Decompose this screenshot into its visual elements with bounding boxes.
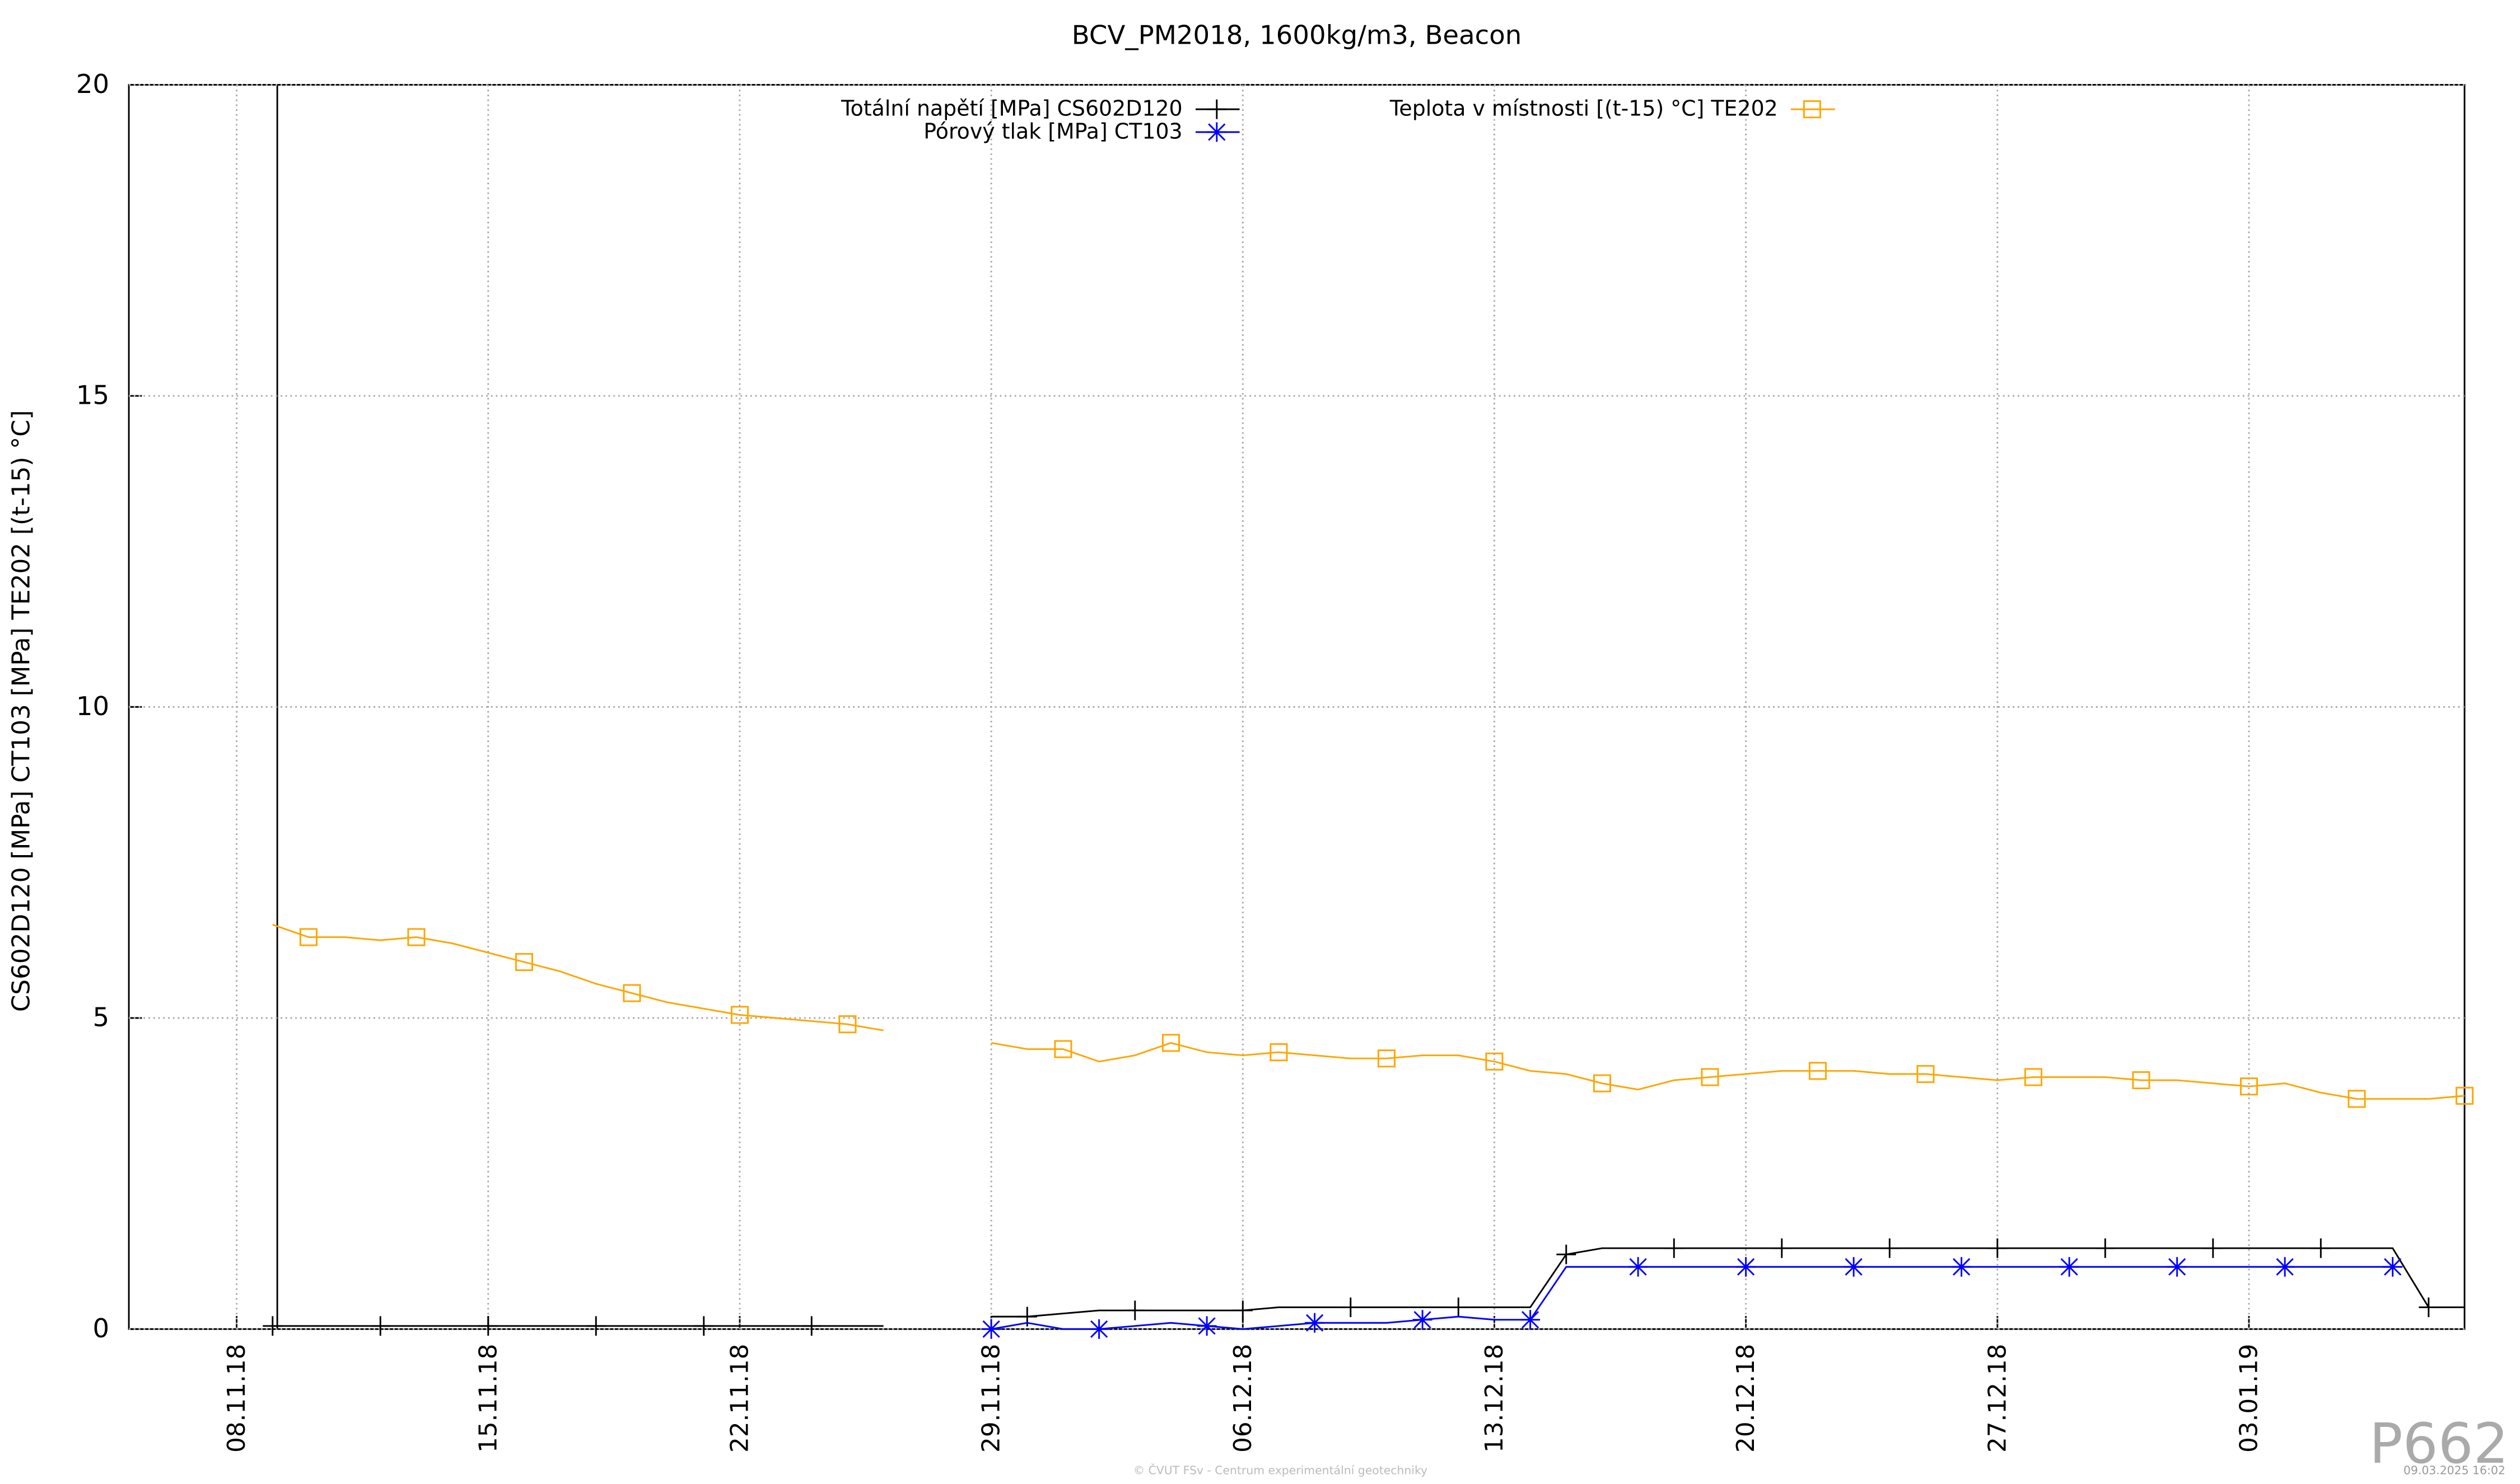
- plot-frame: [128, 83, 2466, 1330]
- marker: [2311, 1238, 2331, 1258]
- marker: [1808, 1062, 1827, 1080]
- marker: [2203, 1238, 2223, 1258]
- legend-label: Totální napětí [MPa] CS602D120: [841, 96, 1183, 121]
- x-tick-label: 15.11.18: [474, 1344, 502, 1453]
- marker: [2095, 1238, 2115, 1258]
- x-tick-label: 27.12.18: [1983, 1344, 2012, 1453]
- marker: [1412, 1310, 1432, 1330]
- marker: [1952, 1257, 1972, 1277]
- marker: [299, 928, 318, 946]
- marker: [1701, 1068, 1719, 1086]
- marker: [1485, 1052, 1504, 1071]
- marker: [515, 953, 533, 971]
- legend-label: Teplota v místnosti [(t-15) °C] TE202: [1389, 96, 1778, 121]
- marker: [1844, 1257, 1864, 1277]
- marker: [1556, 1244, 1576, 1264]
- marker: [981, 1319, 1001, 1339]
- marker: [1593, 1074, 1611, 1093]
- marker: [478, 1316, 498, 1336]
- marker: [730, 1006, 749, 1024]
- x-tick-label: 08.11.18: [222, 1344, 251, 1453]
- marker: [2239, 1077, 2258, 1096]
- y-tick-label: 20: [76, 69, 109, 99]
- marker: [623, 984, 641, 1002]
- footer: © ČVUT FSv - Centrum experimentální geot…: [1133, 1463, 1427, 1477]
- marker: [1377, 1049, 1396, 1068]
- marker: [1054, 1040, 1072, 1058]
- legend-marker: [1803, 100, 1821, 119]
- marker: [1341, 1297, 1361, 1317]
- x-tick-label: 29.11.18: [977, 1344, 1006, 1453]
- legend-label: Pórový tlak [MPa] CT103: [923, 119, 1182, 144]
- marker: [1233, 1300, 1253, 1320]
- marker: [2455, 1086, 2474, 1105]
- y-tick-label: 5: [93, 1002, 110, 1032]
- marker: [694, 1316, 714, 1336]
- marker: [1664, 1238, 1684, 1258]
- series-line: [991, 1266, 2393, 1330]
- y-axis-label: CS602D120 [MPa] CT103 [MPa] TE202 [(t-15…: [7, 410, 35, 1012]
- legend-marker: [1207, 99, 1227, 119]
- y-tick-label: 0: [93, 1313, 110, 1343]
- marker: [407, 928, 426, 946]
- series-line: [272, 923, 2465, 1100]
- marker: [1628, 1257, 1648, 1277]
- marker: [263, 1316, 283, 1336]
- x-tick-label: 03.01.19: [2235, 1344, 2264, 1453]
- x-tick-label: 06.12.18: [1229, 1344, 1257, 1453]
- marker: [1987, 1238, 2008, 1258]
- marker: [586, 1316, 606, 1336]
- marker: [2348, 1090, 2366, 1108]
- marker: [1089, 1319, 1109, 1339]
- marker: [1270, 1043, 1288, 1061]
- series-line: [272, 1247, 2465, 1327]
- x-tick-label: 20.12.18: [1732, 1344, 1760, 1453]
- x-tick-label: 22.11.18: [726, 1344, 754, 1453]
- x-tick-label: 13.12.18: [1480, 1344, 1509, 1453]
- chart-title: BCV_PM2018, 1600kg/m3, Beacon: [1072, 20, 1522, 50]
- marker: [2419, 1297, 2439, 1317]
- marker: [1125, 1300, 1145, 1320]
- marker: [2132, 1071, 2150, 1089]
- watermark: P662: [2369, 1412, 2509, 1476]
- marker: [801, 1316, 822, 1336]
- marker: [2059, 1257, 2079, 1277]
- marker: [1448, 1297, 1468, 1317]
- marker: [838, 1015, 857, 1033]
- marker: [1197, 1316, 1217, 1336]
- marker: [1305, 1313, 1325, 1333]
- marker: [1772, 1238, 1792, 1258]
- marker: [1161, 1034, 1180, 1052]
- marker: [1916, 1065, 1935, 1083]
- marker: [1736, 1257, 1756, 1277]
- marker: [1520, 1310, 1541, 1330]
- marker: [2383, 1257, 2403, 1277]
- marker: [1879, 1238, 1900, 1258]
- y-tick-label: 10: [76, 691, 109, 721]
- timestamp: 09.03.2025 16:02: [2404, 1464, 2505, 1477]
- legend-marker: [1207, 122, 1227, 142]
- marker: [370, 1316, 390, 1336]
- y-tick-label: 15: [76, 380, 109, 410]
- marker: [2167, 1257, 2187, 1277]
- marker: [2024, 1068, 2042, 1086]
- marker: [2275, 1257, 2295, 1277]
